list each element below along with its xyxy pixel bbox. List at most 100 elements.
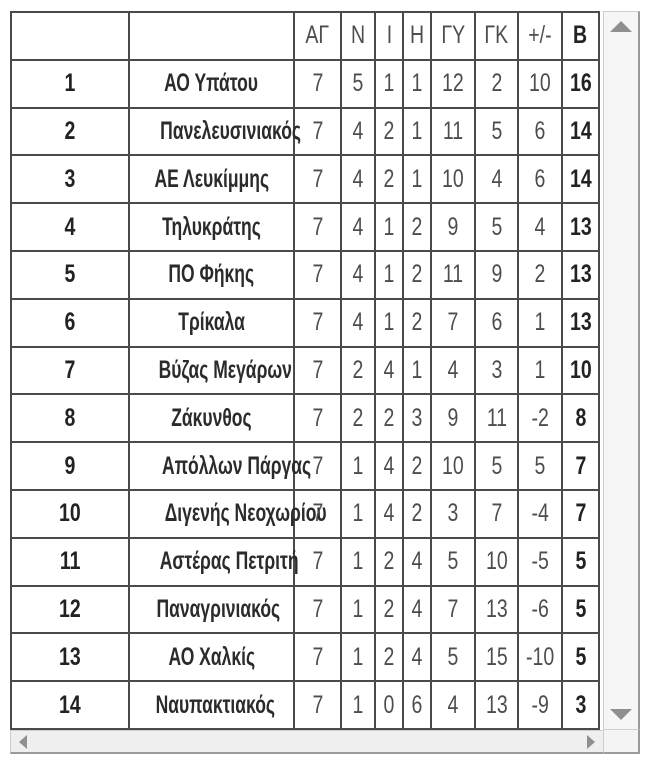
goals-against-cell: 5 xyxy=(474,441,519,491)
wins-value: 4 xyxy=(352,308,364,337)
rank-cell: 9 xyxy=(10,441,130,491)
team-value: Ζάκυνθος xyxy=(171,403,252,432)
points-value: 7 xyxy=(575,451,586,480)
goals-for-value: 10 xyxy=(442,164,464,193)
points-value: 7 xyxy=(575,499,586,528)
goals-against-cell: 3 xyxy=(474,345,519,396)
wins-value: 1 xyxy=(352,690,364,719)
team-value: Πανελευσινιακός xyxy=(160,116,301,145)
draws-cell: 1 xyxy=(374,249,404,300)
scrollbar-corner xyxy=(604,730,640,754)
goals-against-value: 3 xyxy=(491,355,502,384)
points-value: 5 xyxy=(575,642,586,671)
games-cell: 7 xyxy=(293,584,342,635)
losses-value: 1 xyxy=(411,355,423,384)
losses-value: 6 xyxy=(411,690,423,719)
losses-value: 1 xyxy=(411,164,423,193)
goals-against-cell: 11 xyxy=(474,393,519,444)
draws-value: 1 xyxy=(383,69,395,98)
losses-value: 2 xyxy=(411,499,423,528)
wins-value: 2 xyxy=(352,355,364,384)
goals-for-cell: 4 xyxy=(430,345,476,396)
goals-against-value: 2 xyxy=(491,69,502,98)
goals-for-cell: 10 xyxy=(430,441,476,491)
goals-for-cell: 3 xyxy=(430,488,476,539)
column-header-rank xyxy=(10,11,130,61)
table-row: 1 ΑΟ Υπάτου 7 5 1 1 12 2 10 16 xyxy=(10,58,600,109)
goal-diff-value: -10 xyxy=(525,642,555,671)
goal-diff-cell: 2 xyxy=(517,249,563,300)
scroll-down-icon[interactable] xyxy=(610,709,632,720)
draws-cell: 2 xyxy=(374,536,404,587)
games-value: 7 xyxy=(312,69,323,98)
team-cell: ΠΟ Φήκης xyxy=(128,249,295,300)
rank-cell: 7 xyxy=(10,345,130,396)
goal-diff-cell: -5 xyxy=(517,536,563,587)
team-value: Αστέρας Πετριτή xyxy=(159,547,299,576)
goal-diff-cell: -6 xyxy=(517,584,563,635)
points-value: 13 xyxy=(569,212,592,241)
games-value: 7 xyxy=(312,403,323,432)
goals-against-value: 11 xyxy=(486,403,507,432)
scroll-right-icon[interactable] xyxy=(587,734,595,749)
table-row: 10 Διγενής Νεοχωρίου 7 1 4 2 3 7 -4 7 xyxy=(10,488,600,539)
goals-for-value: 11 xyxy=(442,260,464,289)
points-cell: 13 xyxy=(561,297,600,348)
games-cell: 7 xyxy=(293,632,342,683)
goals-against-value: 10 xyxy=(485,547,508,576)
column-header-label: Β xyxy=(573,21,588,50)
losses-cell: 4 xyxy=(402,536,432,587)
losses-cell: 1 xyxy=(402,154,432,205)
rank-cell: 10 xyxy=(10,488,130,539)
table-row: 3 ΑΕ Λευκίμμης 7 4 2 1 10 4 6 14 xyxy=(10,154,600,205)
losses-cell: 2 xyxy=(402,488,432,539)
column-header-label: ΓΥ xyxy=(441,21,465,50)
points-value: 5 xyxy=(575,547,586,576)
draws-cell: 2 xyxy=(374,632,404,683)
losses-value: 2 xyxy=(411,308,423,337)
scroll-up-icon[interactable] xyxy=(610,21,632,32)
goals-against-value: 13 xyxy=(485,594,508,623)
team-value: Απόλλων Πάργας xyxy=(161,451,312,480)
draws-cell: 1 xyxy=(374,202,404,252)
wins-value: 1 xyxy=(352,499,364,528)
rank-value: 8 xyxy=(64,403,76,432)
draws-value: 1 xyxy=(383,212,395,241)
team-value: ΠΟ Φήκης xyxy=(168,260,255,289)
goals-against-value: 15 xyxy=(485,642,508,671)
column-header-label: +/- xyxy=(528,21,552,50)
team-cell: ΑΟ Υπάτου xyxy=(128,58,295,109)
wins-value: 1 xyxy=(352,451,364,480)
rank-value: 3 xyxy=(64,164,76,193)
draws-cell: 1 xyxy=(374,297,404,348)
rank-cell: 4 xyxy=(10,202,130,252)
draws-value: 2 xyxy=(383,403,395,432)
draws-cell: 4 xyxy=(374,345,404,396)
scroll-left-icon[interactable] xyxy=(19,734,27,749)
games-cell: 7 xyxy=(293,441,342,491)
vertical-scrollbar[interactable] xyxy=(603,11,640,730)
team-cell: Διγενής Νεοχωρίου xyxy=(128,488,327,539)
wins-cell: 1 xyxy=(340,441,376,491)
goals-for-value: 9 xyxy=(447,212,459,241)
column-header-label: ΑΓ xyxy=(305,21,330,50)
wins-cell: 1 xyxy=(340,680,376,730)
points-value: 8 xyxy=(575,403,586,432)
goals-for-value: 12 xyxy=(442,69,464,98)
goal-diff-value: 2 xyxy=(534,260,546,289)
games-value: 7 xyxy=(312,164,323,193)
games-value: 7 xyxy=(312,308,323,337)
standings-table: ΑΓ Ν Ι Η ΓΥ ΓΚ +/- Β 1 ΑΟ Υπάτου 7 5 1 1 12 2 10 16 2 Πανε… xyxy=(10,11,600,730)
games-value: 7 xyxy=(312,212,323,241)
wins-value: 1 xyxy=(352,642,364,671)
draws-cell: 4 xyxy=(374,488,404,539)
points-value: 14 xyxy=(569,116,592,145)
points-value: 13 xyxy=(569,308,592,337)
rank-cell: 8 xyxy=(10,393,130,444)
goal-diff-value: 5 xyxy=(534,451,546,480)
team-cell: Αστέρας Πετριτή xyxy=(128,536,299,587)
wins-value: 1 xyxy=(352,547,364,576)
goals-against-value: 6 xyxy=(491,308,502,337)
points-cell: 5 xyxy=(561,584,600,635)
horizontal-scrollbar[interactable] xyxy=(10,730,604,754)
